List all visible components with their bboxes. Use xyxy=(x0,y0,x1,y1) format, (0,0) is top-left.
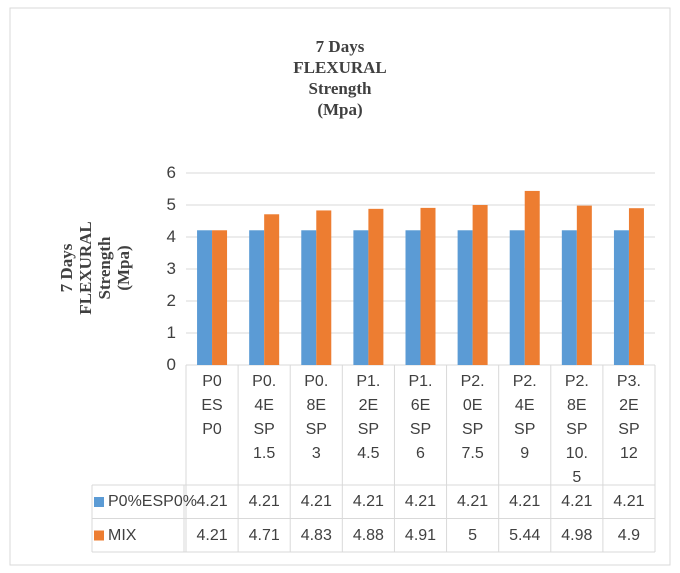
bar xyxy=(524,190,540,365)
legend-swatch xyxy=(94,530,104,541)
y-tick-label: 1 xyxy=(166,323,176,342)
y-tick-label: 5 xyxy=(166,195,176,214)
table-value: 4.91 xyxy=(404,526,437,544)
bar xyxy=(264,214,280,365)
x-tick-label: P0.4ESP1.5 xyxy=(252,373,277,462)
table-value: 4.21 xyxy=(196,526,228,544)
x-tick-label: P1.6ESP6 xyxy=(408,373,433,462)
bar xyxy=(457,230,473,365)
table-value: 4.9 xyxy=(617,526,641,544)
x-tick-label: P0ESP0 xyxy=(201,373,223,438)
x-tick-label: P2.4ESP9 xyxy=(512,373,537,462)
bar xyxy=(368,208,384,365)
table-value: 4.21 xyxy=(509,493,541,510)
x-tick-label: P3.2ESP12 xyxy=(616,373,641,462)
chart-title: 7 Days FLEXURAL Strength (Mpa) xyxy=(293,37,387,119)
table-value: 5 xyxy=(468,526,478,544)
bar xyxy=(509,230,525,365)
bar xyxy=(472,205,488,365)
legend-label: P0%ESP0% xyxy=(108,493,197,510)
bar xyxy=(613,230,629,365)
bar xyxy=(212,230,228,365)
table-value: 4.21 xyxy=(352,493,384,510)
y-tick-label: 6 xyxy=(166,163,176,182)
table-value: 4.71 xyxy=(248,526,280,544)
table-value: 4.21 xyxy=(457,493,489,510)
y-tick-label: 2 xyxy=(166,291,176,310)
y-tick-label: 0 xyxy=(166,355,176,374)
table-value: 4.21 xyxy=(404,493,437,510)
bar xyxy=(405,230,421,365)
bar xyxy=(316,210,332,365)
table-value: 4.21 xyxy=(561,493,593,510)
x-tick-label: P0.8ESP3 xyxy=(304,373,329,462)
bar xyxy=(628,208,644,365)
table-value: 4.21 xyxy=(613,493,645,510)
table-value: 4.98 xyxy=(561,526,593,544)
y-axis-label: 7 Days FLEXURAL Strength (Mpa) xyxy=(57,221,133,315)
bar xyxy=(249,230,265,365)
bar xyxy=(353,230,369,365)
table-value: 4.21 xyxy=(300,493,332,510)
table-value: 4.83 xyxy=(300,526,332,544)
x-tick-label: P2.0ESP7.5 xyxy=(460,373,485,462)
table-value: 4.88 xyxy=(352,526,384,544)
bar xyxy=(301,230,317,365)
legend-label: MIX xyxy=(108,526,137,544)
bar xyxy=(576,205,592,365)
bar xyxy=(561,230,577,365)
table-value: 5.44 xyxy=(509,526,541,544)
chart-frame xyxy=(9,7,671,566)
legend-swatch xyxy=(94,497,104,507)
x-tick-label: P1.2ESP4.5 xyxy=(356,373,381,462)
bar xyxy=(197,230,213,365)
table-value: 4.21 xyxy=(248,493,280,510)
y-tick-label: 3 xyxy=(166,259,176,278)
bar xyxy=(420,207,436,365)
x-tick-label: P2.8ESP10.5 xyxy=(564,373,589,486)
y-tick-label: 4 xyxy=(166,227,176,246)
table-value: 4.21 xyxy=(196,493,228,510)
